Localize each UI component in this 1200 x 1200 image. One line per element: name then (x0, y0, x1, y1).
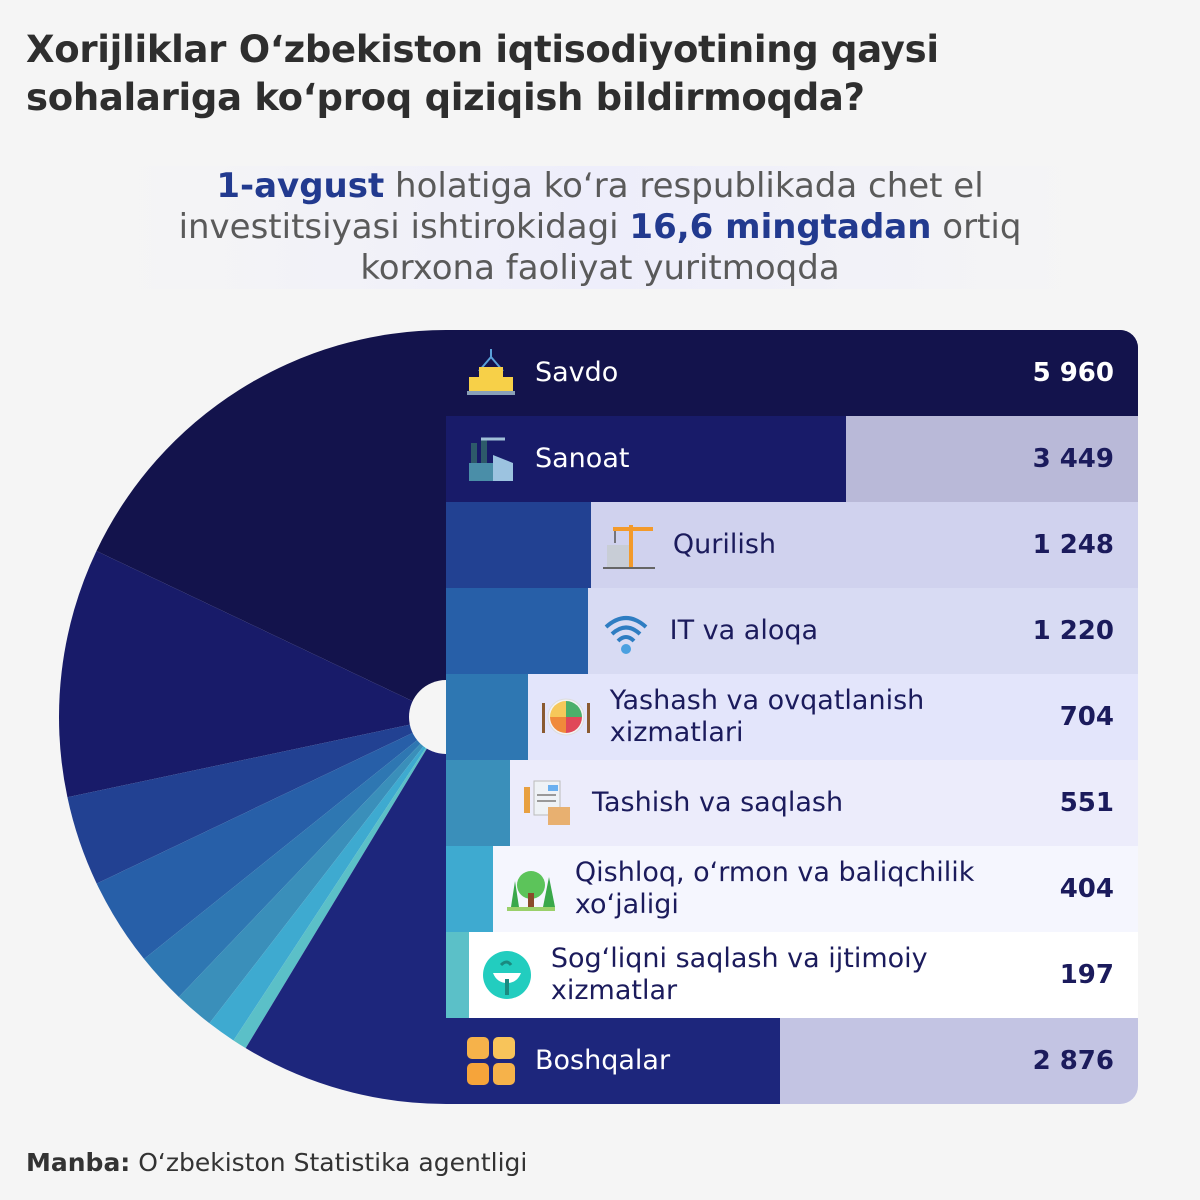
value-label: 704 (1059, 702, 1114, 732)
pie-slice-5 (178, 717, 446, 1024)
row-content: Tashish va saqlash (522, 760, 843, 846)
category-label: Sog‘liqni saqlash va ijtimoiy xizmatlar (550, 943, 928, 1006)
category-label: Sanoat (535, 443, 630, 474)
source-label: Manba: (26, 1148, 131, 1177)
pie-slice-2 (67, 717, 446, 884)
pie-slice-0 (96, 330, 447, 717)
bar-6 (446, 846, 493, 932)
pie-slice-4 (144, 717, 446, 998)
bar-2 (446, 502, 591, 588)
bar-row: Sog‘liqni saqlash va ijtimoiy xizmatlar 1… (446, 932, 1138, 1018)
boxes-icon (465, 347, 517, 399)
bar-3 (446, 588, 588, 674)
value-label: 5 960 (1032, 358, 1114, 388)
category-label: Yashash va ovqatlanish xizmatlari (609, 685, 925, 748)
medical-icon (481, 949, 533, 1001)
wifi-icon (600, 605, 652, 657)
source-note: Manba: O‘zbekiston Statistika agentligi (26, 1148, 527, 1177)
bar-1 (446, 416, 847, 502)
bar-8 (446, 1018, 780, 1104)
bar-4 (446, 674, 528, 760)
bar-row: Tashish va saqlash 551 (446, 760, 1138, 846)
category-label: Qurilish (672, 529, 777, 560)
trees-icon (505, 863, 557, 915)
pie-slice-7 (233, 717, 446, 1049)
bar-7 (446, 932, 469, 1018)
pie-slice-3 (96, 717, 446, 960)
value-label: 404 (1059, 874, 1114, 904)
row-content: IT va aloqa (600, 588, 818, 674)
value-label: 1 248 (1032, 530, 1114, 560)
source-text: O‘zbekiston Statistika agentligi (130, 1148, 528, 1177)
factory-icon (465, 433, 517, 485)
pie-slice-6 (209, 717, 446, 1041)
subtitle-count: 16,6 mingtadan (629, 207, 932, 247)
bar-rows: Savdo 5 960 Sanoat 3 449 Qurilish 1 248 IT va … (446, 330, 1138, 1104)
bar-row: Yashash va ovqatlanish xizmatlari 704 (446, 674, 1138, 760)
category-label: Qishloq, o‘rmon va baliqchilik xo‘jaligi (574, 857, 975, 920)
value-label: 551 (1059, 788, 1114, 818)
bar-row: Boshqalar 2 876 (446, 1018, 1138, 1104)
row-content: Sanoat (465, 416, 629, 502)
bar-row: Savdo 5 960 (446, 330, 1138, 416)
subtitle: 1-avgust holatiga ko‘ra respublikada che… (120, 166, 1080, 289)
value-label: 197 (1059, 960, 1114, 990)
row-content: Savdo (465, 330, 618, 416)
category-label: Savdo (535, 357, 619, 388)
food-plate-icon (540, 691, 592, 743)
row-content: Boshqalar (465, 1018, 670, 1104)
value-label: 1 220 (1032, 616, 1114, 646)
value-label: 2 876 (1032, 1046, 1114, 1076)
bar-row: Qishloq, o‘rmon va baliqchilik xo‘jaligi… (446, 846, 1138, 932)
pie-slice-8 (245, 717, 446, 1104)
subtitle-text: holatiga ko‘ra respublikada chet el inve… (178, 166, 984, 247)
bar-row: Qurilish 1 248 (446, 502, 1138, 588)
category-label: Boshqalar (535, 1045, 671, 1076)
subtitle-text-end: ortiq korxona faoliyat yuritmoqda (360, 207, 1022, 288)
category-label: Tashish va saqlash (591, 787, 844, 818)
chart-title: Xorijliklar O‘zbekiston iqtisodiyotining… (26, 28, 939, 119)
bar-row: IT va aloqa 1 220 (446, 588, 1138, 674)
bar-5 (446, 760, 510, 846)
document-box-icon (522, 777, 574, 829)
row-content: Yashash va ovqatlanish xizmatlari (540, 674, 1028, 760)
value-label: 3 449 (1032, 444, 1114, 474)
row-content: Sog‘liqni saqlash va ijtimoiy xizmatlar (481, 932, 1028, 1018)
category-label: IT va aloqa (669, 615, 819, 646)
row-content: Qurilish (602, 502, 777, 588)
row-content: Qishloq, o‘rmon va baliqchilik xo‘jaligi (505, 846, 1028, 932)
pie-slice-1 (58, 550, 446, 798)
grid-icon (465, 1035, 517, 1087)
crane-icon (602, 519, 655, 571)
subtitle-date: 1-avgust (216, 166, 385, 206)
bar-0 (446, 330, 1138, 416)
bar-row: Sanoat 3 449 (446, 416, 1138, 502)
